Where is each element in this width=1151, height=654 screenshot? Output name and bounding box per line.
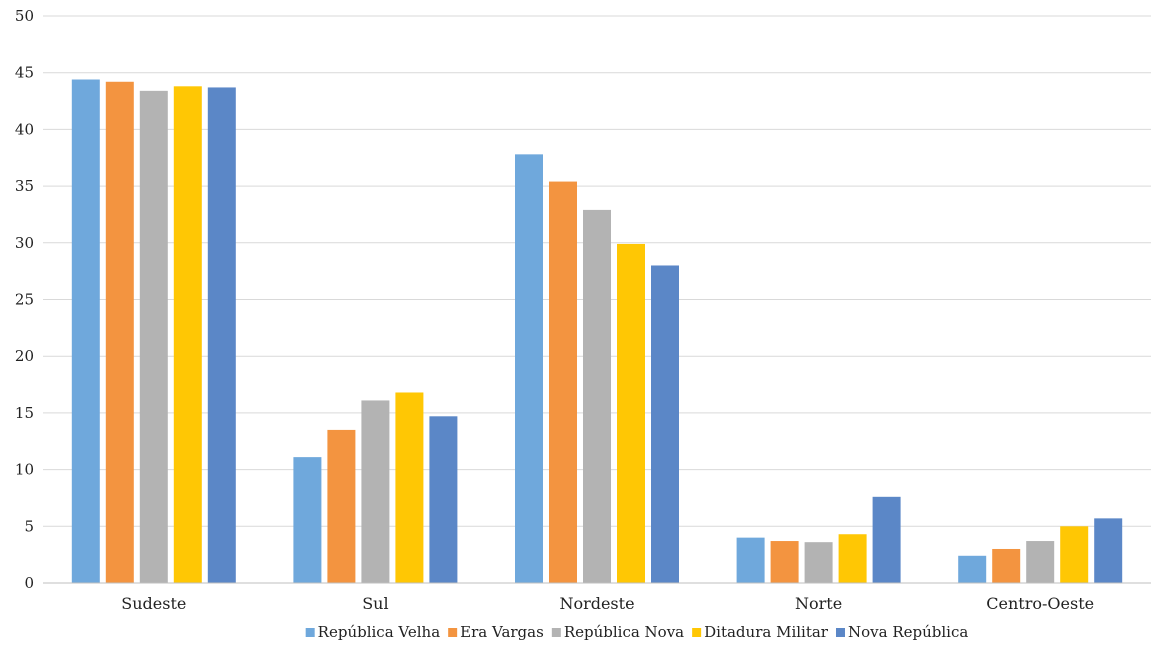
y-tick-label: 5 (24, 517, 34, 535)
bar (361, 400, 390, 583)
y-axis-ticks: 0 5 10 15 20 25 30 35 40 45 50 (15, 7, 34, 592)
x-category-label: Centro-Oeste (986, 594, 1094, 613)
legend-item: Ditadura Militar (692, 623, 829, 641)
bar (207, 87, 236, 583)
bar (293, 457, 322, 583)
bar (1026, 541, 1055, 583)
x-category-label: Nordeste (559, 594, 634, 613)
bar (1060, 526, 1089, 583)
y-tick-label: 50 (15, 7, 34, 25)
legend-label: Nova República (848, 623, 968, 641)
bar (327, 429, 356, 583)
x-category-label: Sul (362, 594, 388, 613)
legend-item: República Nova (551, 623, 684, 641)
y-tick-label: 0 (24, 574, 34, 592)
y-tick-label: 40 (15, 120, 34, 138)
y-tick-label: 35 (15, 177, 34, 195)
legend-label: República Nova (564, 623, 684, 641)
bar (992, 548, 1021, 583)
legend-swatch (448, 628, 458, 637)
bar (617, 243, 645, 583)
x-category-label: Norte (795, 594, 842, 613)
y-tick-label: 30 (15, 234, 34, 252)
x-axis-categories: Sudeste Sul Nordeste Norte Centro-Oeste (121, 594, 1094, 613)
bar (736, 537, 765, 583)
legend-label: República Velha (318, 623, 441, 641)
bar (549, 181, 577, 583)
bar (105, 81, 134, 583)
bar (770, 541, 799, 583)
bar (1094, 518, 1123, 583)
legend-swatch (835, 628, 845, 637)
bar (804, 542, 833, 583)
bar (872, 496, 901, 583)
legend-item: República Velha (305, 623, 441, 641)
legend-swatch (551, 628, 561, 637)
bars (71, 79, 1123, 584)
bar (139, 90, 168, 584)
legend-swatch (305, 628, 315, 637)
bar (958, 555, 987, 583)
x-category-label: Sudeste (121, 594, 186, 613)
bar (173, 86, 202, 584)
legend: República Velha Era Vargas República Nova D… (305, 623, 968, 641)
bar (429, 416, 458, 583)
bar (583, 209, 611, 583)
y-tick-label: 10 (15, 461, 34, 479)
bar (515, 154, 543, 583)
legend-swatch (692, 628, 702, 637)
legend-item: Nova República (835, 623, 968, 641)
legend-item: Era Vargas (448, 623, 544, 641)
legend-label: Ditadura Militar (704, 623, 829, 641)
bar (838, 534, 867, 583)
bar (71, 79, 100, 583)
legend-label: Era Vargas (460, 623, 544, 641)
bar (651, 265, 679, 583)
y-tick-label: 20 (15, 347, 34, 365)
bar (395, 392, 424, 583)
y-tick-label: 15 (15, 404, 34, 422)
y-tick-label: 45 (15, 64, 34, 82)
y-tick-label: 25 (15, 291, 34, 309)
